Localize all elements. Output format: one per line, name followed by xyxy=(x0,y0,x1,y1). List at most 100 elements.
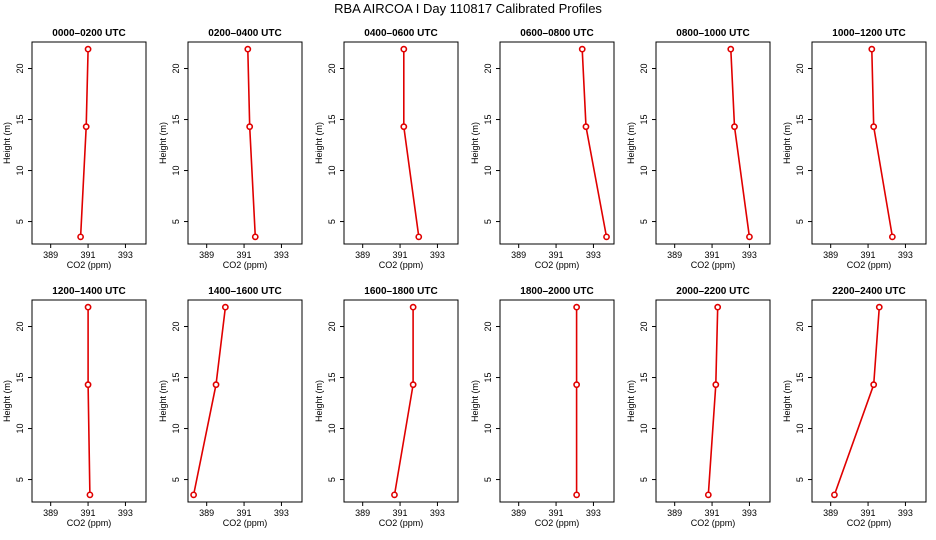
x-tick-label: 389 xyxy=(355,508,370,518)
plot-frame xyxy=(811,41,927,245)
profile-line xyxy=(707,307,719,495)
y-tick-label: 15 xyxy=(15,373,25,383)
panel: 0400–0600 UTC 389 391 393 5 10 15 20 CO2 (ppm) He… xyxy=(314,28,459,270)
profile-line xyxy=(247,49,257,237)
data-point xyxy=(727,45,735,53)
y-tick-label: 10 xyxy=(15,424,25,434)
x-tick-label: 391 xyxy=(81,508,96,518)
panel: 0200–0400 UTC 389 391 393 5 10 15 20 CO2 (ppm) He… xyxy=(158,28,303,270)
y-tick-label: 5 xyxy=(795,219,805,224)
x-tick-label: 391 xyxy=(861,250,876,260)
y-axis-label: Height (m) xyxy=(626,122,636,164)
panel: 1200–1400 UTC 389 391 393 5 10 15 20 CO2 (ppm) He… xyxy=(2,286,147,528)
x-axis-label: CO2 (ppm) xyxy=(691,518,736,528)
plot-frame xyxy=(655,41,771,245)
y-tick-label: 20 xyxy=(171,64,181,74)
x-tick-label: 391 xyxy=(237,250,252,260)
y-tick-label: 10 xyxy=(639,166,649,176)
panel-grid: 0000–0200 UTC 389 391 393 5 10 15 20 CO2 (ppm) He… xyxy=(2,28,927,528)
data-point xyxy=(870,381,878,389)
data-point xyxy=(86,491,94,499)
x-tick-label: 391 xyxy=(549,250,564,260)
x-tick-label: 393 xyxy=(586,508,601,518)
x-tick-label: 389 xyxy=(511,250,526,260)
x-tick-label: 391 xyxy=(705,250,720,260)
x-tick-label: 389 xyxy=(43,508,58,518)
x-tick-label: 393 xyxy=(898,508,913,518)
y-axis-label: Height (m) xyxy=(2,380,12,422)
y-tick-label: 5 xyxy=(15,219,25,224)
profile-line xyxy=(192,307,227,496)
y-axis-label: Height (m) xyxy=(158,380,168,422)
y-axis-label: Height (m) xyxy=(470,122,480,164)
plot-frame xyxy=(187,41,303,245)
x-tick-label: 389 xyxy=(823,508,838,518)
x-tick-label: 393 xyxy=(430,250,445,260)
x-axis-label: CO2 (ppm) xyxy=(379,518,424,528)
y-axis-label: Height (m) xyxy=(2,122,12,164)
data-point xyxy=(409,303,417,311)
y-tick-label: 5 xyxy=(483,477,493,482)
panel: 0600–0800 UTC 389 391 393 5 10 15 20 CO2 (ppm) He… xyxy=(470,28,615,270)
panel-title: 0600–0800 UTC xyxy=(520,28,593,39)
data-point xyxy=(704,491,712,499)
profile-line xyxy=(402,49,420,238)
chart-title: RBA AIRCOA I Day 110817 Calibrated Profi… xyxy=(334,1,602,16)
y-axis-label: Height (m) xyxy=(782,122,792,164)
profile-line xyxy=(79,49,89,237)
x-axis-label: CO2 (ppm) xyxy=(847,260,892,270)
y-tick-label: 15 xyxy=(795,373,805,383)
y-tick-label: 20 xyxy=(15,64,25,74)
data-point xyxy=(84,45,92,53)
x-tick-label: 389 xyxy=(355,250,370,260)
data-point xyxy=(415,233,423,241)
panel-title: 1200–1400 UTC xyxy=(52,286,125,297)
data-point xyxy=(603,233,610,241)
x-axis-label: CO2 (ppm) xyxy=(847,518,892,528)
panel-title: 0400–0600 UTC xyxy=(364,28,437,39)
profile-line xyxy=(833,307,881,496)
data-point xyxy=(212,381,220,389)
panel: 1000–1200 UTC 389 391 393 5 10 15 20 CO2 (ppm) He… xyxy=(782,28,927,270)
y-tick-label: 20 xyxy=(639,322,649,332)
plot-frame xyxy=(187,299,303,503)
y-tick-label: 5 xyxy=(327,477,337,482)
panel: 1400–1600 UTC 389 391 393 5 10 15 20 CO2 (ppm) He… xyxy=(158,286,303,528)
y-axis-label: Height (m) xyxy=(782,380,792,422)
y-tick-label: 20 xyxy=(483,322,493,332)
data-point xyxy=(712,381,720,389)
data-point xyxy=(77,233,84,241)
data-point xyxy=(875,303,883,311)
x-tick-label: 389 xyxy=(199,250,214,260)
x-axis-label: CO2 (ppm) xyxy=(223,518,268,528)
y-tick-label: 10 xyxy=(483,424,493,434)
x-axis-label: CO2 (ppm) xyxy=(535,260,580,270)
data-point xyxy=(831,491,838,499)
y-tick-label: 5 xyxy=(639,477,649,482)
x-tick-label: 391 xyxy=(81,250,96,260)
panel: 2200–2400 UTC 389 391 393 5 10 15 20 CO2 (ppm) He… xyxy=(782,286,927,528)
data-point xyxy=(868,45,876,53)
data-point xyxy=(84,303,92,311)
x-tick-label: 389 xyxy=(667,508,682,518)
data-point xyxy=(888,233,896,241)
y-axis-label: Height (m) xyxy=(314,122,324,164)
plot-frame xyxy=(31,299,147,503)
x-tick-label: 391 xyxy=(237,508,252,518)
panel: 0800–1000 UTC 389 391 393 5 10 15 20 CO2 (ppm) He… xyxy=(626,28,771,270)
y-tick-label: 10 xyxy=(15,166,25,176)
x-axis-label: CO2 (ppm) xyxy=(223,260,268,270)
y-tick-label: 5 xyxy=(483,219,493,224)
data-point xyxy=(221,303,229,311)
data-point xyxy=(870,123,878,131)
x-tick-label: 389 xyxy=(667,250,682,260)
panel-title: 1800–2000 UTC xyxy=(520,286,593,297)
y-tick-label: 15 xyxy=(639,373,649,383)
x-tick-label: 391 xyxy=(705,508,720,518)
y-tick-label: 15 xyxy=(483,373,493,383)
y-axis-label: Height (m) xyxy=(158,122,168,164)
panel-title: 1400–1600 UTC xyxy=(208,286,281,297)
plot-frame xyxy=(499,41,615,245)
panel-title: 1000–1200 UTC xyxy=(832,28,905,39)
